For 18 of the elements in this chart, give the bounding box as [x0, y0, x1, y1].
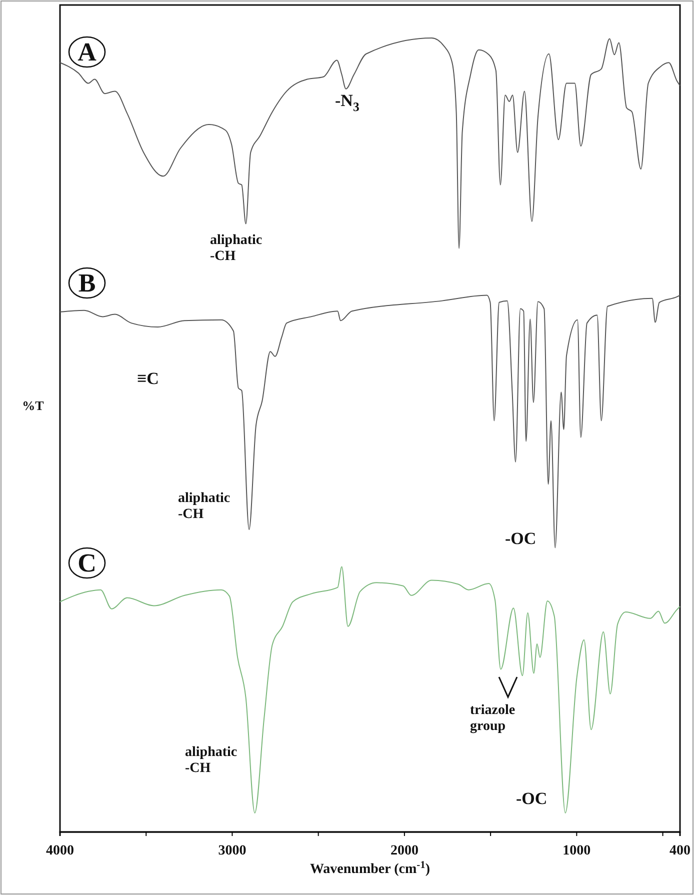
annotation: aliphatic -CH — [185, 744, 238, 776]
x-axis-title: Wavenumber (cm$^{-1}$) — [310, 860, 430, 877]
annotation: B — [78, 268, 96, 298]
x-tick-label: 4000 — [46, 843, 74, 858]
annotation: C — [78, 548, 96, 578]
y-axis-title: %T — [22, 398, 44, 413]
annotation: -OC — [505, 528, 536, 548]
annotation: triazole group — [470, 702, 516, 734]
x-tick-label: 3000 — [218, 843, 246, 858]
x-tick-label: 2000 — [390, 843, 418, 858]
annotation: aliphatic -CH — [210, 232, 262, 264]
annotation: aliphatic -CH — [178, 490, 230, 522]
x-tick-label: 1000 — [562, 843, 591, 858]
annotation: -OC — [516, 788, 548, 808]
x-tick-label: 400 — [670, 843, 690, 858]
annotation: A — [78, 38, 97, 66]
annotation: ≡C — [137, 368, 159, 388]
annotation: -N$_{3}$ — [335, 90, 360, 114]
